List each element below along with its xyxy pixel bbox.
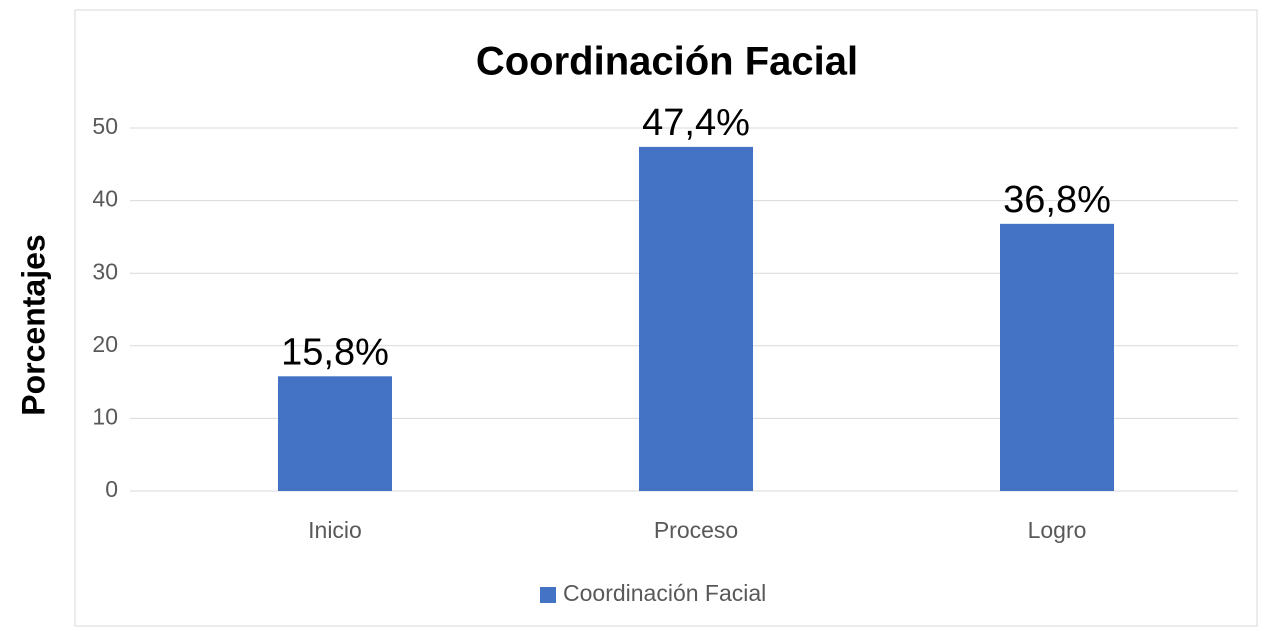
x-tick-label: Proceso <box>654 517 738 543</box>
y-tick-label: 40 <box>92 186 118 212</box>
y-tick-label: 10 <box>92 403 118 429</box>
chart-title: Coordinación Facial <box>476 40 858 84</box>
data-label: 15,8% <box>281 331 389 373</box>
x-tick-label: Inicio <box>308 517 362 543</box>
bar <box>278 376 392 491</box>
x-tick-label: Logro <box>1028 517 1087 543</box>
legend-label: Coordinación Facial <box>563 580 766 606</box>
data-label: 47,4% <box>642 102 750 144</box>
y-tick-label: 0 <box>105 476 118 502</box>
bar <box>1000 223 1114 491</box>
bar <box>639 146 753 491</box>
legend-swatch <box>540 587 556 603</box>
y-tick-label: 30 <box>92 258 118 284</box>
data-label: 36,8% <box>1003 179 1111 221</box>
y-tick-label: 50 <box>92 113 118 139</box>
y-tick-label: 20 <box>92 331 118 357</box>
y-axis-label: Porcentajes <box>15 234 51 415</box>
